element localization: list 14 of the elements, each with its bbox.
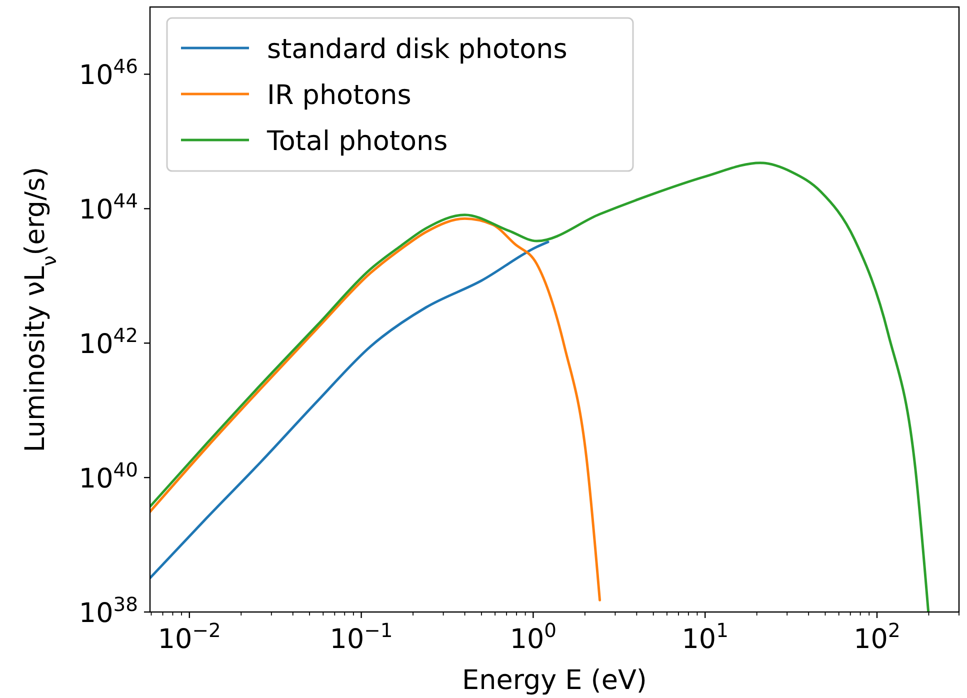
legend-label: standard disk photons — [267, 34, 568, 65]
x-tick-label: 10$^{2}$ — [854, 618, 900, 655]
y-tick-label: 10$^{38}$ — [78, 592, 138, 629]
legend-label: IR photons — [267, 80, 412, 111]
legend-label: Total photons — [266, 126, 448, 157]
y-tick-label: 10$^{46}$ — [78, 54, 138, 92]
y-tick-label: 10$^{40}$ — [78, 458, 138, 495]
y-tick-label: 10$^{42}$ — [78, 324, 138, 360]
x-tick-label: 10$^{−1}$ — [330, 618, 393, 655]
x-tick-label: 10$^{0}$ — [510, 618, 557, 655]
x-tick-label: 10$^{1}$ — [682, 618, 728, 655]
y-tick-label: 10$^{44}$ — [78, 189, 138, 226]
x-tick-label: 10$^{−2}$ — [158, 618, 221, 655]
x-axis-title: Energy E (eV) — [462, 665, 647, 696]
